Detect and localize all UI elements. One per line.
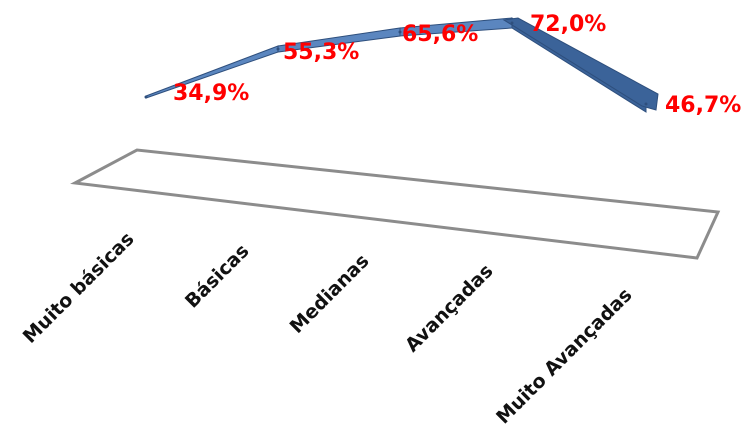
category-label-2: Básicas bbox=[181, 240, 254, 313]
data-point-3 bbox=[398, 30, 402, 34]
category-label-3: Medianas bbox=[286, 250, 374, 338]
data-label-1: 34,9% bbox=[173, 81, 249, 106]
chart-floor bbox=[70, 148, 721, 260]
data-label-4: 72,0% bbox=[530, 12, 606, 37]
data-point-2 bbox=[276, 47, 280, 51]
data-label-3: 65,6% bbox=[402, 22, 478, 47]
category-label-5: Muito Avançadas bbox=[492, 284, 636, 428]
ribbon-layer bbox=[144, 17, 659, 113]
data-point-5 bbox=[644, 102, 648, 106]
category-axis: Muito básicas Básicas Medianas AvançadasMui… bbox=[19, 228, 637, 428]
ribbon-face-descend bbox=[502, 17, 659, 111]
data-label-layer: 34,9% 55,3% 65,6% 72,0% 46,7% bbox=[173, 12, 741, 118]
data-label-5: 46,7% bbox=[665, 93, 741, 118]
category-label-4: Avançadas bbox=[401, 260, 498, 357]
data-point-4 bbox=[510, 21, 514, 25]
data-point-1 bbox=[144, 95, 148, 99]
data-label-2: 55,3% bbox=[283, 40, 359, 65]
category-label-1: Muito básicas bbox=[19, 228, 139, 348]
